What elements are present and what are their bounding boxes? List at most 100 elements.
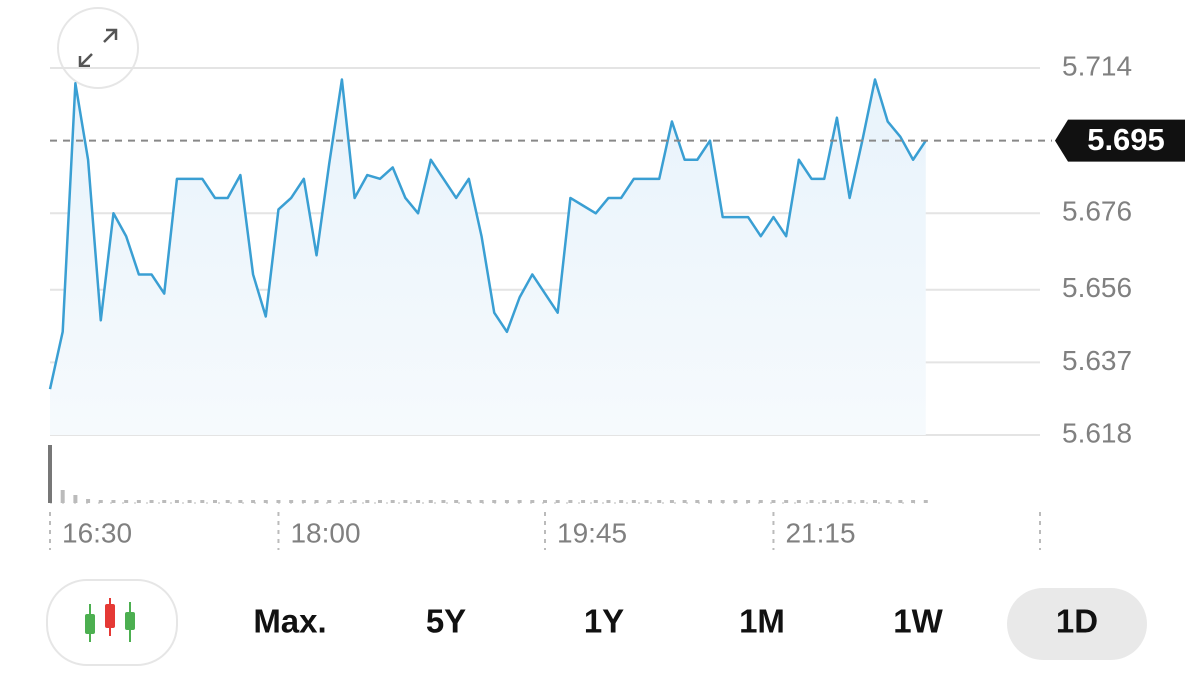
volume-bar [695,500,700,503]
volume-bar [631,500,636,503]
last-price-badge [1055,119,1185,162]
volume-bar [492,500,497,503]
volume-bar [428,500,433,503]
range-button[interactable]: 1M [739,603,785,640]
volume-bar [454,500,459,503]
volume-bar [898,500,903,503]
range-label: 5Y [426,603,466,640]
volume-bar [225,500,230,503]
volume-bar [200,500,205,503]
volume-bar [390,500,395,503]
volume-bar [504,500,509,503]
volume-bar [339,500,344,503]
volume-bar [784,500,789,503]
volume-bar [771,500,776,503]
volume-bar [619,500,624,503]
y-tick-label: 5.637 [1062,345,1132,376]
volume-bar [403,500,408,503]
volume-bar [124,500,129,503]
volume-bar [746,500,751,503]
range-button[interactable]: Max. [253,603,326,640]
x-tick-label: 16:30 [62,517,132,548]
volume-bar [809,500,814,503]
range-label: 1D [1056,603,1098,640]
range-label: 1Y [584,603,624,640]
volume-bar [606,500,611,503]
y-tick-label: 5.618 [1062,417,1132,448]
range-selected [1007,588,1147,660]
y-tick-label: 5.714 [1062,50,1132,81]
volume-bar [923,500,928,503]
volume-bar [251,500,256,503]
volume-bar [847,500,852,503]
volume-bar [111,500,116,503]
expand-button[interactable] [57,7,139,89]
volume-bar [136,500,141,503]
x-tick-label: 19:45 [557,517,627,548]
volume-bar [238,500,243,503]
volume-bar [543,500,547,503]
volume-bar [555,500,560,503]
volume-bar [301,500,306,503]
volume-bar [708,500,712,503]
volume-bar [657,500,662,503]
volume-bar [834,500,839,503]
volume-bar [720,500,725,503]
volume-bar [517,500,522,503]
chart-type-button[interactable] [46,579,178,666]
range-label: 1W [893,603,943,640]
volume-bar [327,500,332,503]
volume-bar [162,500,167,503]
volume-bar [885,500,890,503]
volume-bar [860,500,865,503]
volume-bar [263,500,268,503]
x-tick-label: 18:00 [290,517,360,548]
volume-bar [48,445,52,503]
y-tick-label: 5.676 [1062,196,1132,227]
volume-bar [568,500,573,503]
volume-bar [669,500,674,503]
y-tick-label: 5.656 [1062,272,1132,303]
last-price-label: 5.695 [1087,122,1165,157]
volume-bar [213,500,217,503]
volume-bar [479,500,484,503]
volume-bar [796,500,801,503]
volume-bar [822,500,827,503]
volume-bar [873,500,877,503]
volume-bar [682,500,687,503]
range-label: Max. [253,603,326,640]
price-line [48,78,927,390]
volume-bar [644,500,649,503]
volume-bar [581,500,586,503]
volume-bar [441,500,446,503]
volume-bar [187,500,192,503]
volume-bar [73,495,78,503]
volume-bar [289,500,294,503]
range-button[interactable]: 1Y [584,603,624,640]
range-label: 1M [739,603,785,640]
range-button[interactable]: 1D [1007,588,1147,660]
volume-bar [733,500,738,503]
volume-bar [149,500,154,503]
volume-bar [276,500,281,503]
volume-bar [378,500,382,503]
volume-bar [365,500,370,503]
volume-bar [60,490,65,503]
volume-bar [466,500,471,503]
volume-bar [314,500,319,503]
range-button[interactable]: 5Y [426,603,466,640]
volume-bar [593,500,598,503]
volume-bar [416,500,421,503]
volume-bar [174,500,179,503]
volume-bar [911,500,916,503]
volume-bar [758,500,763,503]
range-button[interactable]: 1W [893,603,943,640]
x-tick-label: 21:15 [785,517,855,548]
volume-bar [86,499,91,503]
volume-bar [98,500,103,503]
volume-bar [352,500,357,503]
area-fill [50,79,926,435]
volume-bar [530,500,535,503]
